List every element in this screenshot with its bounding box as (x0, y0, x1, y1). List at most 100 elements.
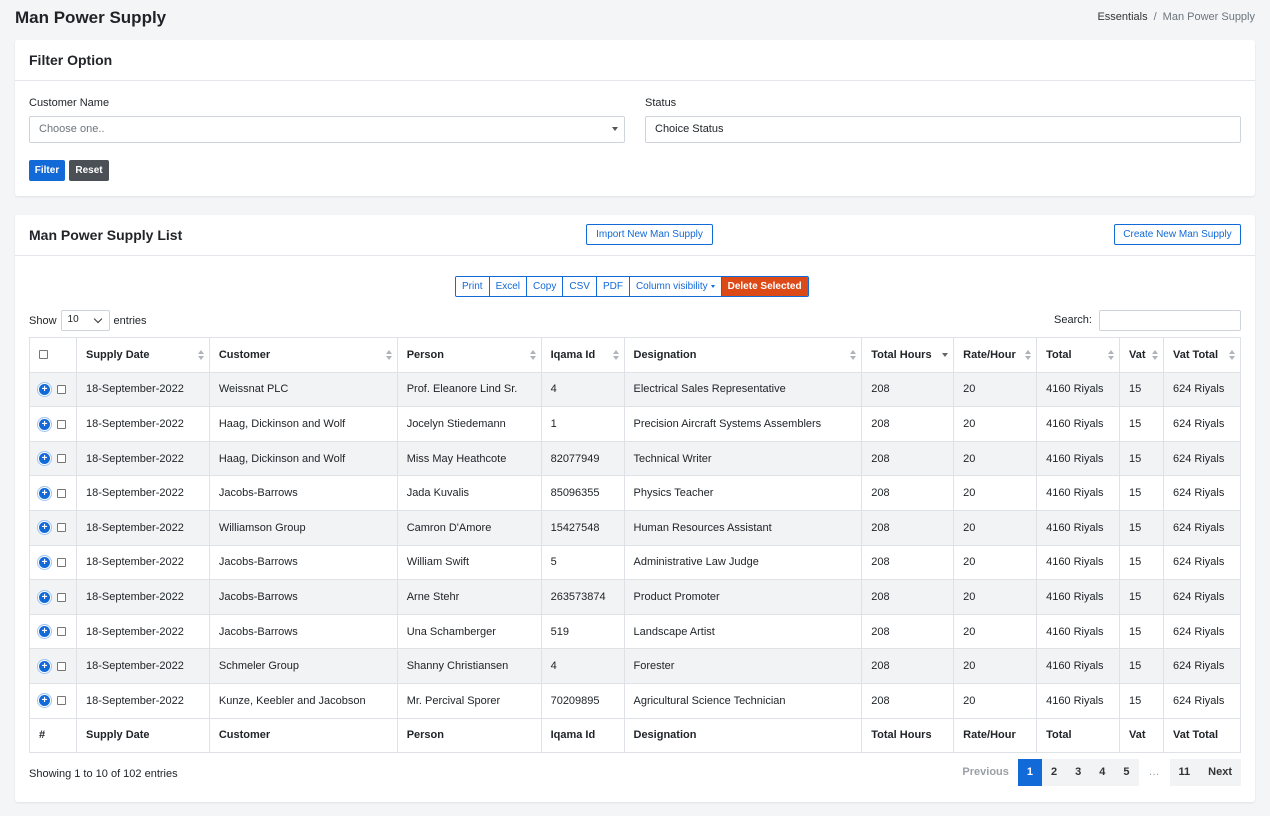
table-row: +18-September-2022 Weissnat PLC Prof. Elea… (29, 371, 1242, 408)
row-checkbox[interactable] (57, 592, 66, 602)
table-cell: 20 (953, 648, 1038, 684)
table-cell: 4160 Riyals (1036, 682, 1121, 719)
row-checkbox[interactable] (57, 488, 66, 498)
previous-page-button[interactable]: Previous (962, 766, 1009, 778)
page-button-11[interactable]: 11 (1169, 759, 1200, 786)
table-cell: Arne Stehr (396, 579, 542, 615)
header-rate-hour[interactable]: Rate/Hour (953, 337, 1038, 373)
csv-button[interactable]: CSV (563, 277, 597, 296)
table-row: +18-September-2022 Jacobs-Barrows William … (29, 544, 1242, 581)
excel-button[interactable]: Excel (489, 277, 528, 296)
next-page-button[interactable]: Next (1199, 759, 1241, 786)
table-body: +18-September-2022 Weissnat PLC Prof. Elea… (29, 371, 1242, 719)
expand-row-icon[interactable]: + (39, 522, 50, 534)
header-vat-total[interactable]: Vat Total (1162, 337, 1242, 373)
expand-row-icon[interactable]: + (39, 453, 50, 465)
row-checkbox[interactable] (57, 557, 66, 567)
page-button-3[interactable]: 3 (1066, 759, 1091, 786)
table-cell: 4160 Riyals (1036, 371, 1121, 408)
expand-row-icon[interactable]: + (39, 591, 50, 603)
pdf-button[interactable]: PDF (596, 277, 630, 296)
table-cell: 4160 Riyals (1036, 544, 1121, 581)
table-cell: 15 (1119, 579, 1164, 615)
header-label: Supply Date (85, 348, 150, 361)
reset-button[interactable]: Reset (69, 160, 109, 181)
table-cell: 519 (540, 613, 625, 650)
row-checkbox[interactable] (57, 384, 66, 394)
list-title: Man Power Supply List (29, 227, 183, 243)
expand-row-icon[interactable]: + (39, 418, 50, 430)
header-customer[interactable]: Customer (208, 337, 398, 373)
header-total[interactable]: Total (1036, 337, 1121, 373)
column-visibility-button[interactable]: Column visibility (629, 277, 722, 296)
header-designation[interactable]: Designation (623, 337, 863, 373)
page-button-2[interactable]: 2 (1042, 759, 1067, 786)
table-cell: 15 (1119, 544, 1164, 581)
row-checkbox[interactable] (57, 454, 66, 464)
expand-row-icon[interactable]: + (39, 487, 50, 499)
header-vat[interactable]: Vat (1119, 337, 1164, 373)
expand-row-icon[interactable]: + (39, 383, 50, 395)
chevron-down-icon (93, 314, 102, 324)
row-checkbox[interactable] (57, 627, 66, 637)
header-person[interactable]: Person (396, 337, 542, 373)
page-length-select[interactable]: 10 (60, 310, 110, 331)
expand-row-icon[interactable]: + (39, 660, 50, 672)
page-button-1[interactable]: 1 (1017, 759, 1043, 786)
table-cell: 208 (861, 440, 955, 477)
table-cell: Haag, Dickinson and Wolf (208, 440, 398, 477)
table-cell: 20 (953, 440, 1038, 477)
filter-button[interactable]: Filter (29, 160, 65, 181)
row-checkbox[interactable] (57, 661, 66, 671)
sort-icon (1025, 350, 1032, 360)
table-cell: William Swift (396, 544, 542, 581)
delete-selected-button[interactable]: Delete Selected (721, 277, 808, 296)
table-cell: 4160 Riyals (1036, 406, 1121, 442)
sort-icon (1229, 350, 1235, 360)
table-cell: Jocelyn Stiedemann (396, 406, 542, 442)
table-cell: 208 (861, 371, 955, 408)
header-total-hours[interactable]: Total Hours (861, 337, 955, 373)
table-cell: Miss May Heathcote (396, 440, 542, 477)
footer-cell: Rate/Hour (953, 717, 1038, 754)
expand-row-icon[interactable]: + (39, 556, 50, 568)
list-card-header: Man Power Supply List Import New Man Sup… (15, 215, 1255, 256)
table-cell: Camron D'Amore (396, 509, 542, 546)
table-cell: 4 (540, 371, 625, 408)
header-label: Rate/Hour (963, 348, 1016, 361)
print-button[interactable]: Print (456, 277, 490, 296)
supply-table: Supply Date Customer Person Iqama Id Des… (29, 337, 1242, 754)
page-button-4[interactable]: 4 (1090, 759, 1115, 786)
copy-button[interactable]: Copy (527, 277, 564, 296)
table-cell: Shanny Christiansen (396, 648, 542, 684)
table-cell: 15 (1119, 682, 1164, 719)
expand-row-icon[interactable]: + (39, 695, 50, 707)
table-cell: 20 (953, 475, 1038, 511)
table-cell: Technical Writer (623, 440, 863, 477)
export-button-group: Print Excel Copy CSV PDF Column visibili… (455, 276, 809, 297)
customer-name-select[interactable]: Choose one.. (29, 116, 625, 143)
header-iqama-id[interactable]: Iqama Id (540, 337, 625, 373)
breadcrumb: Essentials / Man Power Supply (1097, 11, 1255, 23)
search-input[interactable] (1099, 310, 1241, 331)
expand-row-icon[interactable]: + (39, 626, 50, 638)
page-button-5[interactable]: 5 (1114, 759, 1139, 786)
table-cell: 20 (953, 509, 1038, 546)
import-button[interactable]: Import New Man Supply (586, 224, 713, 245)
filter-title: Filter Option (29, 52, 113, 68)
status-select[interactable]: Choice Status (645, 116, 1241, 143)
table-cell: 208 (861, 509, 955, 546)
customer-name-label: Customer Name (29, 97, 110, 109)
select-all-checkbox[interactable] (39, 350, 48, 360)
row-checkbox[interactable] (57, 696, 66, 706)
sort-icon (850, 350, 857, 360)
header-supply-date[interactable]: Supply Date (75, 337, 210, 373)
breadcrumb-parent[interactable]: Essentials (1097, 11, 1148, 23)
footer-cell: Customer (208, 717, 398, 754)
row-checkbox[interactable] (57, 419, 66, 429)
row-control-cell: + (29, 648, 77, 684)
create-button[interactable]: Create New Man Supply (1114, 224, 1241, 245)
table-cell: 82077949 (540, 440, 625, 477)
table-cell: 1 (540, 406, 625, 442)
row-checkbox[interactable] (57, 523, 66, 533)
